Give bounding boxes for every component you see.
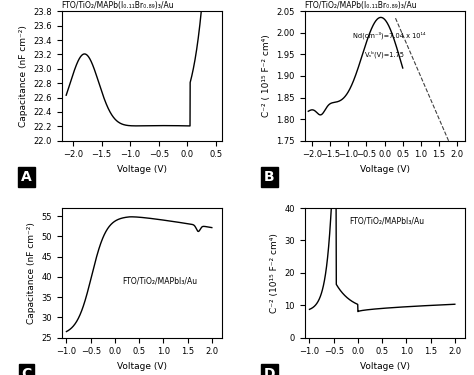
Y-axis label: Capacitance (nF cm⁻²): Capacitance (nF cm⁻²) xyxy=(18,25,27,127)
X-axis label: Voltage (V): Voltage (V) xyxy=(117,362,166,371)
Y-axis label: C⁻² ( 10¹⁵ F⁻² cm⁴): C⁻² ( 10¹⁵ F⁻² cm⁴) xyxy=(262,34,271,117)
Text: C: C xyxy=(21,367,32,375)
X-axis label: Voltage (V): Voltage (V) xyxy=(117,165,166,174)
Text: FTO/TiO₂/MAPbI₃/Au: FTO/TiO₂/MAPbI₃/Au xyxy=(349,217,425,226)
Text: FTO/TiO₂/MAPb(I₀.₁₁Br₀.₈₉)₃/Au: FTO/TiO₂/MAPb(I₀.₁₁Br₀.₈₉)₃/Au xyxy=(62,2,174,10)
Text: A: A xyxy=(21,170,32,184)
Text: FTO/TiO₂/MAPbI₃/Au: FTO/TiO₂/MAPbI₃/Au xyxy=(122,276,198,285)
Text: D: D xyxy=(264,367,275,375)
Text: B: B xyxy=(264,170,275,184)
Y-axis label: C⁻² (10¹⁵ F⁻² cm⁴): C⁻² (10¹⁵ F⁻² cm⁴) xyxy=(270,233,279,313)
Text: FTO/TiO₂/MAPb(I₀.₁₁Br₀.₈₉)₃/Au: FTO/TiO₂/MAPb(I₀.₁₁Br₀.₈₉)₃/Au xyxy=(305,2,417,10)
Y-axis label: Capacitance (nF cm⁻²): Capacitance (nF cm⁻²) xyxy=(27,222,36,324)
X-axis label: Voltage (V): Voltage (V) xyxy=(360,165,410,174)
X-axis label: Voltage (V): Voltage (V) xyxy=(360,362,410,371)
Text: Vₙᵇ(V)=1.75: Vₙᵇ(V)=1.75 xyxy=(365,51,405,58)
Text: Nd(cm⁻³)=7.04 x 10¹⁴: Nd(cm⁻³)=7.04 x 10¹⁴ xyxy=(353,31,425,39)
